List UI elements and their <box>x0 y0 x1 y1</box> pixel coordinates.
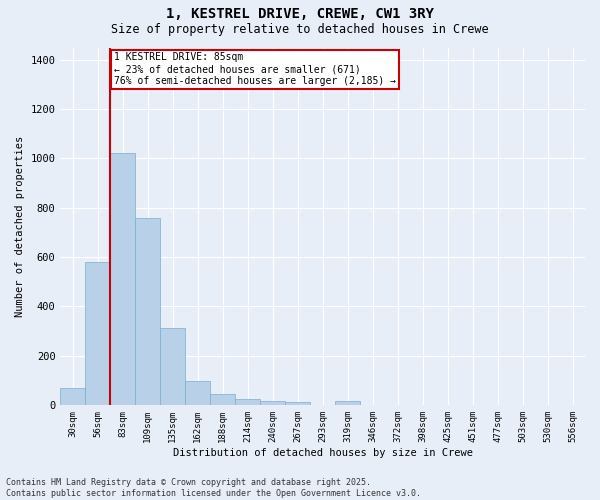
Bar <box>61 388 85 405</box>
Text: 1 KESTREL DRIVE: 85sqm
← 23% of detached houses are smaller (671)
76% of semi-de: 1 KESTREL DRIVE: 85sqm ← 23% of detached… <box>114 52 396 86</box>
Bar <box>185 382 210 405</box>
Bar <box>110 154 136 405</box>
Text: 1, KESTREL DRIVE, CREWE, CW1 3RY: 1, KESTREL DRIVE, CREWE, CW1 3RY <box>166 8 434 22</box>
Bar <box>210 394 235 405</box>
Bar <box>136 218 160 405</box>
Bar <box>235 398 260 405</box>
Bar <box>85 262 110 405</box>
Bar <box>335 401 360 405</box>
Text: Size of property relative to detached houses in Crewe: Size of property relative to detached ho… <box>111 22 489 36</box>
Bar <box>260 401 285 405</box>
Y-axis label: Number of detached properties: Number of detached properties <box>15 136 25 317</box>
Bar <box>285 402 310 405</box>
Bar <box>160 328 185 405</box>
Text: Contains HM Land Registry data © Crown copyright and database right 2025.
Contai: Contains HM Land Registry data © Crown c… <box>6 478 421 498</box>
X-axis label: Distribution of detached houses by size in Crewe: Distribution of detached houses by size … <box>173 448 473 458</box>
